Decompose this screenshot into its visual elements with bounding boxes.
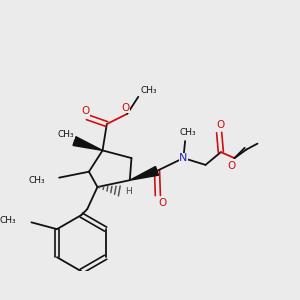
- Polygon shape: [130, 167, 158, 180]
- Text: CH₃: CH₃: [0, 216, 16, 225]
- Text: N: N: [179, 153, 188, 163]
- Text: CH₃: CH₃: [28, 176, 45, 185]
- Text: CH₃: CH₃: [179, 128, 196, 137]
- Text: CH₃: CH₃: [58, 130, 74, 139]
- Text: O: O: [81, 106, 90, 116]
- Polygon shape: [73, 137, 103, 150]
- Text: O: O: [217, 120, 225, 130]
- Text: O: O: [228, 161, 236, 171]
- Text: CH₃: CH₃: [141, 86, 158, 95]
- Text: H: H: [125, 187, 131, 196]
- Text: O: O: [158, 198, 166, 208]
- Text: O: O: [122, 103, 130, 113]
